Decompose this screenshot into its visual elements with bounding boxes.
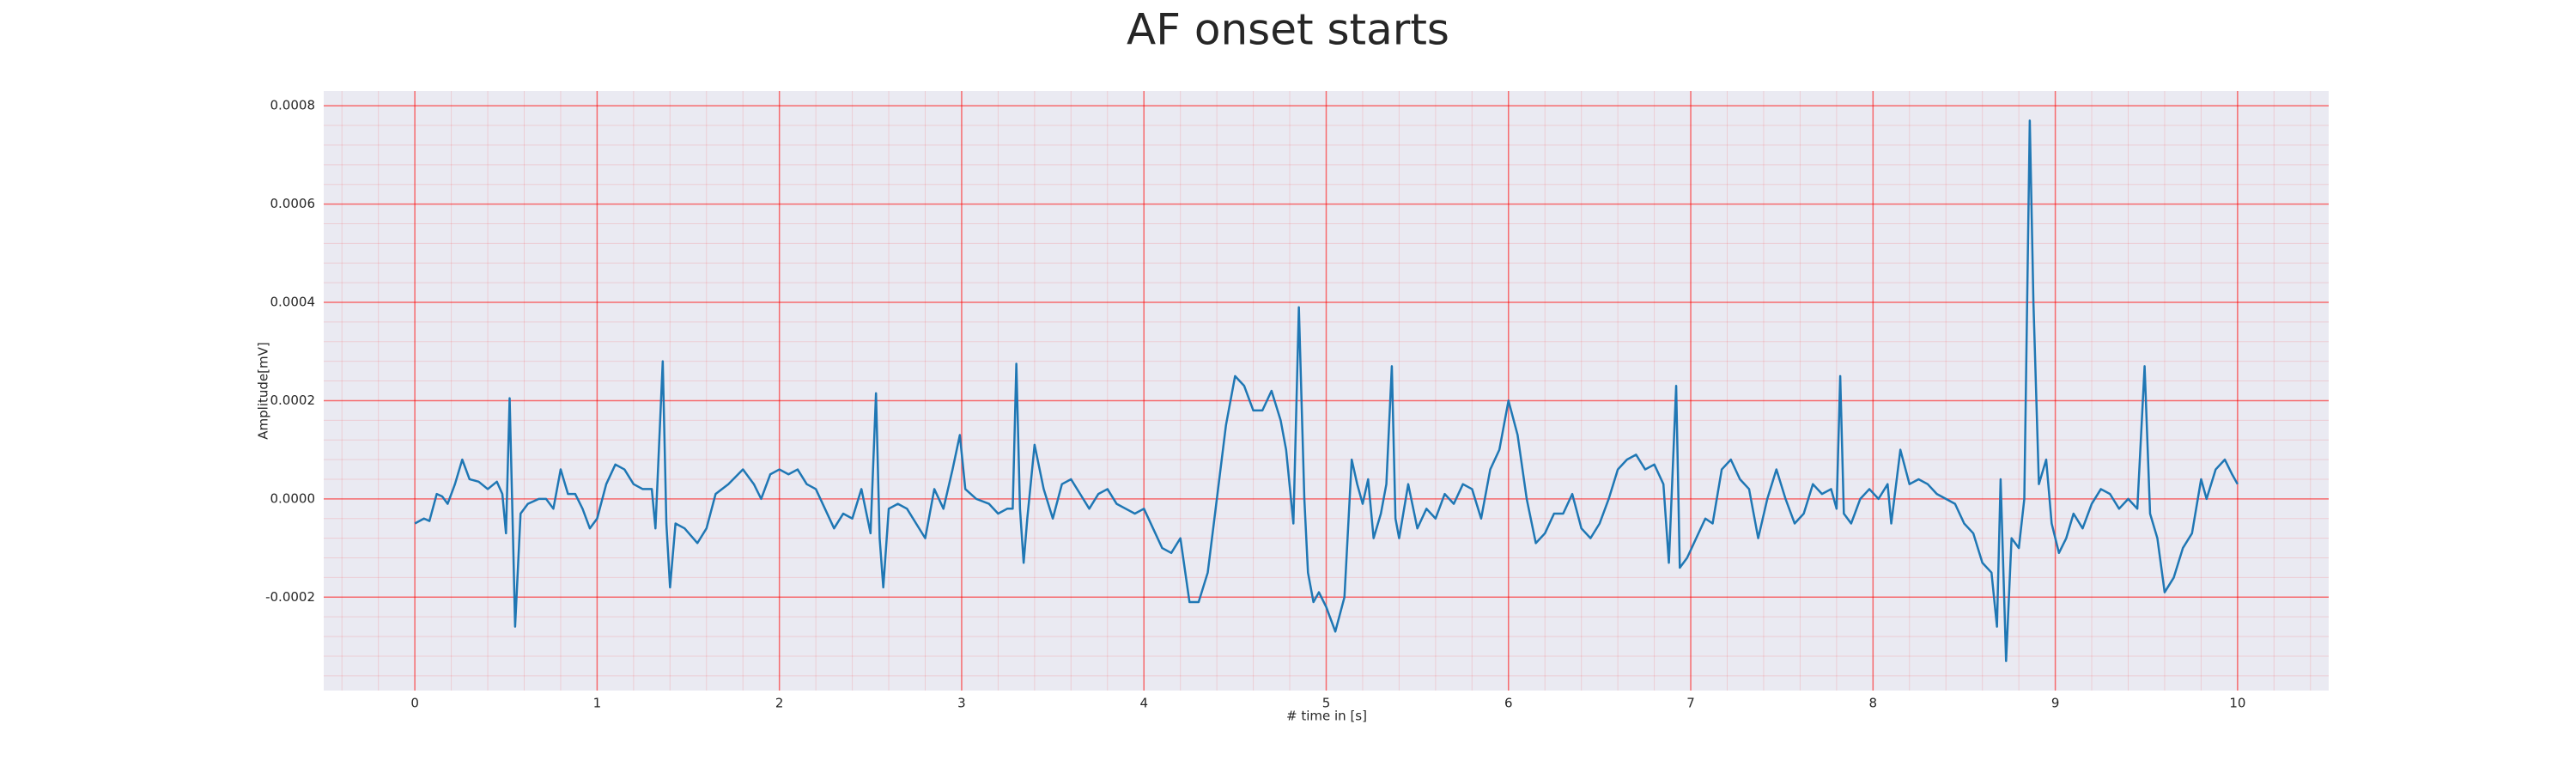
x-tick-label: 6 <box>1504 696 1513 711</box>
x-tick-label: 3 <box>957 696 966 711</box>
y-axis-label: Amplitude[mV] <box>256 342 271 439</box>
y-tick-label: 0.0004 <box>270 295 316 310</box>
y-tick-label: 0.0000 <box>270 490 316 506</box>
x-tick-label: 7 <box>1686 696 1695 711</box>
x-tick-label: 2 <box>775 696 784 711</box>
y-tick-label: 0.0006 <box>270 196 316 211</box>
x-tick-label: 9 <box>2051 696 2060 711</box>
y-tick-label: 0.0002 <box>270 393 316 408</box>
x-tick-label: 0 <box>410 696 419 711</box>
x-tick-label: 4 <box>1139 696 1148 711</box>
x-tick-label: 5 <box>1322 696 1331 711</box>
x-tick-label: 1 <box>593 696 602 711</box>
chart-title: AF onset starts <box>1127 5 1449 55</box>
x-tick-label: 10 <box>2229 696 2245 711</box>
x-axis-label: # time in [s] <box>1286 709 1367 724</box>
x-tick-label: 8 <box>1869 696 1878 711</box>
y-tick-label: -0.0002 <box>265 589 315 605</box>
signal-line <box>414 119 2239 662</box>
y-tick-label: 0.0008 <box>270 98 316 113</box>
